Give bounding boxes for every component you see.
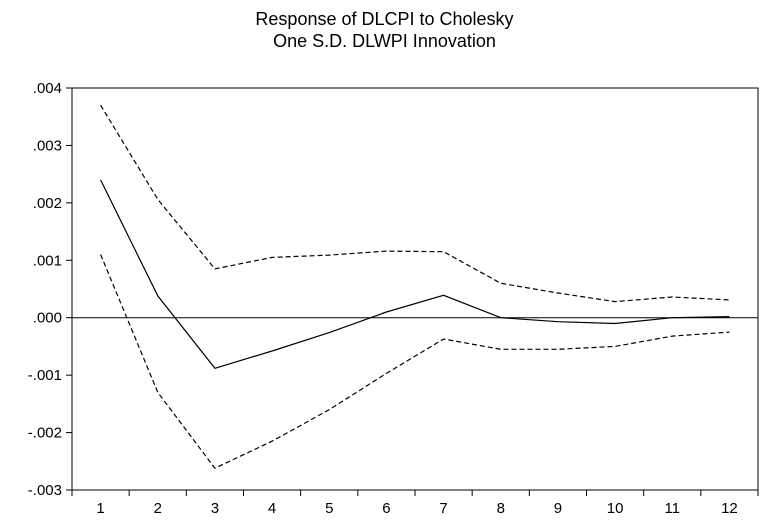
- plot-frame: [71, 87, 759, 491]
- x-tick-label: 1: [96, 500, 104, 517]
- y-tick-label: .004: [33, 80, 62, 97]
- x-tick-label: 10: [607, 500, 624, 517]
- lower-confidence-band-line: [100, 254, 730, 469]
- y-tick-label: .001: [33, 252, 62, 269]
- y-tick-label: .000: [33, 310, 62, 327]
- y-tick-label: -.003: [28, 482, 62, 499]
- x-tick-label: 3: [211, 500, 219, 517]
- x-tick-label: 12: [721, 500, 738, 517]
- y-tick-label: -.001: [28, 367, 62, 384]
- y-tick-label: -.002: [28, 425, 62, 442]
- y-tick-label: .003: [33, 137, 62, 154]
- chart-title-line-2: One S.D. DLWPI Innovation: [273, 31, 496, 51]
- x-tick-label: 2: [154, 500, 162, 517]
- x-tick-label: 9: [554, 500, 562, 517]
- x-tick-label: 11: [664, 500, 680, 517]
- upper-confidence-band-line: [100, 104, 730, 303]
- impulse-response-line: [100, 179, 730, 369]
- chart-title-line-1: Response of DLCPI to Cholesky: [255, 9, 514, 29]
- x-tick-label: 7: [439, 500, 447, 517]
- y-tick-label: .002: [33, 195, 62, 212]
- x-tick-label: 6: [382, 500, 390, 517]
- x-tick-label: 4: [268, 500, 276, 517]
- x-tick-label: 8: [497, 500, 505, 517]
- x-tick-label: 5: [325, 500, 333, 517]
